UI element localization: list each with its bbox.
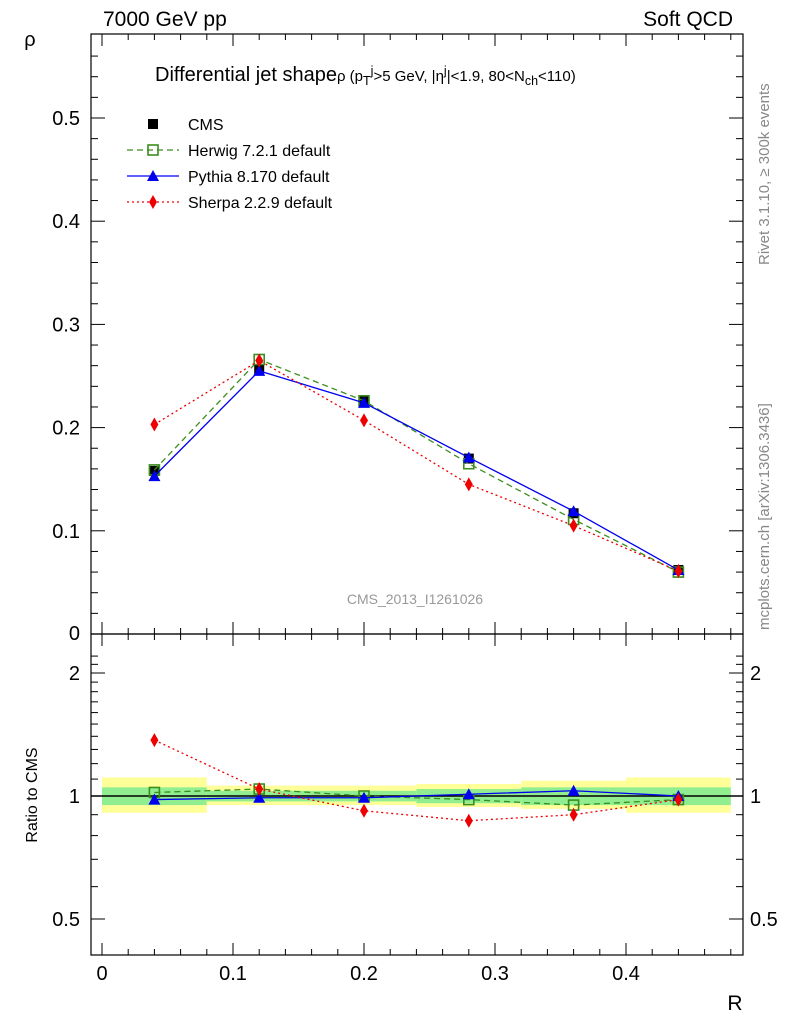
main-point [255, 353, 264, 368]
x-axis-label: R [727, 992, 742, 1015]
plot-title-detail: ρ (pTj>5 GeV, |ηj|<1.9, 80<Nch<110) [336, 64, 576, 88]
analysis-watermark: CMS_2013_I1261026 [347, 591, 483, 607]
legend-marker [148, 119, 158, 129]
legend-entry: Sherpa 2.2.9 default [188, 195, 333, 212]
header-left-label: 7000 GeV pp [103, 8, 227, 31]
legend-marker [147, 170, 159, 181]
x-tick-label: 0.2 [350, 963, 378, 985]
legend-marker [149, 195, 157, 209]
y-tick-label: 0.4 [52, 211, 80, 233]
ratio-series-line [154, 790, 679, 801]
ratio-y-tick-label-right: 2 [750, 663, 761, 685]
x-tick-label: 0.1 [219, 963, 247, 985]
ratio-point [360, 803, 368, 818]
ratio-point [358, 791, 370, 803]
main-point [462, 451, 475, 463]
x-tick-label: 0.4 [612, 963, 640, 985]
ratio-series-line [154, 788, 679, 806]
ratio-panel-frame [90, 633, 744, 956]
main-series-line [154, 359, 679, 572]
main-point [567, 505, 580, 517]
main-point [674, 564, 683, 579]
ratio-point [150, 733, 159, 748]
ratio-y-tick-label: 0.5 [52, 909, 80, 931]
legend-entry: Herwig 7.2.1 default [188, 143, 331, 160]
main-point [358, 396, 370, 408]
ratio-point [569, 807, 578, 822]
header-right-label: Soft QCD [643, 8, 733, 31]
ratio-y-tick-label: 2 [69, 663, 80, 685]
main-point [569, 518, 578, 533]
main-series-line [153, 358, 679, 573]
y-tick-label: 0.3 [52, 314, 80, 336]
ratio-point [464, 813, 473, 828]
legend-entry: CMS [188, 117, 224, 134]
ratio-point [253, 791, 266, 803]
main-point [360, 413, 368, 428]
main-point [148, 470, 161, 482]
ratio-point [462, 788, 475, 800]
ratio-y-tick-label-right: 1 [750, 786, 761, 808]
legend-entry: Pythia 8.170 default [188, 169, 330, 186]
y-tick-label: 0 [69, 623, 80, 645]
main-point [464, 477, 473, 492]
ratio-y-tick-label: 1 [69, 786, 80, 808]
y-tick-label: 0.5 [52, 108, 80, 130]
ratio-y-tick-label-right: 0.5 [750, 909, 778, 931]
ratio-point [255, 782, 264, 797]
ratio-point [148, 793, 161, 805]
y-axis-label: ρ [24, 29, 35, 51]
ratio-series-line [154, 739, 679, 822]
plot-title-main: Differential jet shape [155, 64, 337, 86]
main-point [253, 364, 266, 376]
x-tick-label: 0.3 [481, 963, 509, 985]
ratio-point [567, 784, 580, 796]
y-tick-label: 0.2 [52, 418, 80, 440]
ratio-point [674, 792, 683, 807]
y-tick-label: 0.1 [52, 521, 80, 543]
main-point [150, 417, 159, 432]
x-tick-label: 0 [96, 963, 107, 985]
main-series-line [153, 370, 679, 571]
plot-title: Differential jet shapeρ (pTj>5 GeV, |ηj|… [155, 64, 576, 88]
legend-marker [147, 144, 159, 156]
ratio-y-axis-label: Ratio to CMS [24, 747, 41, 842]
